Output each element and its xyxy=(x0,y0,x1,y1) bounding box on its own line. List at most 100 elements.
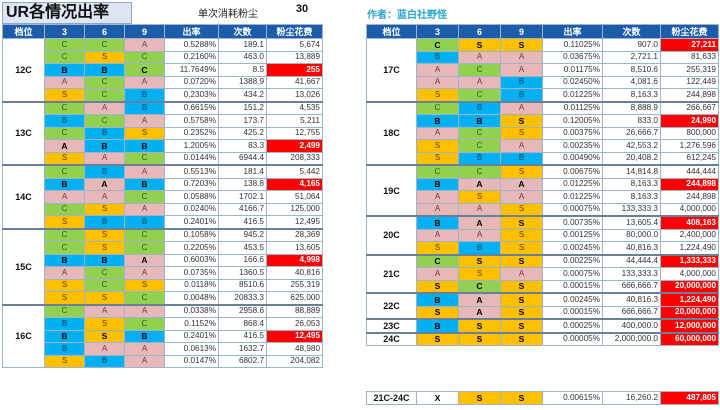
right-rate-table: 档位 3 6 9 出率 次数 粉尘花费 17C C S S 0.11025% 907.0 27,211 B… xyxy=(366,24,719,346)
table-row: 14C C B A 0.5513% 181.4 5,442 xyxy=(2,164,323,229)
right-table-header: 档位 3 6 9 出率 次数 粉尘花费 xyxy=(366,24,719,39)
grade-cell: B xyxy=(124,177,165,191)
rate-cell: 0.01225% xyxy=(542,190,603,204)
cost-cell: 13,605 xyxy=(266,241,323,255)
grade-cell: A xyxy=(416,267,459,281)
level-label: 17C xyxy=(366,38,417,102)
table-row: B B C 11.7649% 8.5 255 xyxy=(3,63,323,77)
level-label: 21C xyxy=(366,254,417,294)
cost-cell: 1,224,490 xyxy=(660,241,719,255)
grade-cell: A xyxy=(416,126,459,140)
column-header: 6 xyxy=(84,24,125,39)
column-header: 次数 xyxy=(602,24,661,39)
grade-cell: A xyxy=(500,50,543,64)
count-cell: 2,721.1 xyxy=(602,50,661,64)
grade-cell: A xyxy=(458,228,501,242)
cost-cell: 244,898 xyxy=(660,190,719,204)
grade-cell: S xyxy=(500,215,543,230)
cost-cell: 60,000,000 xyxy=(660,332,719,346)
summary-rate: 0.00615% xyxy=(542,391,603,405)
rate-cell: 0.2352% xyxy=(164,126,219,140)
cost-cell: 255 xyxy=(266,63,323,77)
grade-cell: C xyxy=(84,88,125,102)
grade-cell: C xyxy=(84,38,125,52)
rate-cell: 0.11025% xyxy=(542,38,603,52)
cost-cell: 244,898 xyxy=(660,177,719,191)
grade-cell: C xyxy=(458,126,501,140)
table-row: 15C C S C 0.1058% 945.2 28,369 xyxy=(2,228,323,305)
grade-cell: S xyxy=(416,139,459,153)
rate-cell: 0.0240% xyxy=(164,202,219,216)
grade-cell: S xyxy=(44,215,85,229)
count-cell: 1360.5 xyxy=(218,266,267,280)
rate-cell: 0.1058% xyxy=(164,228,219,242)
count-cell: 1388.9 xyxy=(218,75,267,89)
level-label: 16C xyxy=(2,304,45,368)
count-cell: 14,814.8 xyxy=(602,164,661,179)
grade-cell: C xyxy=(124,50,165,64)
grade-cell: A xyxy=(44,266,85,280)
table-row: B C A 0.5758% 173.7 5,211 xyxy=(3,114,323,128)
grade-cell: S xyxy=(458,332,501,346)
table-row: 21C C S S 0.00225% 44,444.4 1,333,333 xyxy=(366,254,719,294)
grade-cell: S xyxy=(44,291,85,305)
cost-cell: 24,990 xyxy=(660,114,719,128)
grade-cell: A xyxy=(458,215,501,230)
cost-cell: 204,082 xyxy=(266,354,323,368)
rate-cell: 0.00245% xyxy=(542,241,603,255)
cost-cell: 20,000,000 xyxy=(660,279,719,294)
grade-cell: B xyxy=(44,177,85,191)
table-row: A A C 0.0588% 1702.1 51,064 xyxy=(3,190,323,204)
grade-cell: A xyxy=(500,177,543,191)
count-cell: 416.5 xyxy=(218,215,267,229)
grade-cell: S xyxy=(44,278,85,292)
grade-cell: C xyxy=(44,38,85,52)
table-row: 12C C C A 0.5288% 189.1 5,674 xyxy=(2,38,323,102)
grade-cell: A xyxy=(458,75,501,89)
grade-cell: B xyxy=(416,292,459,307)
grade-cell: C xyxy=(416,254,459,268)
level-label: 15C xyxy=(2,228,45,305)
grade-cell: S xyxy=(416,241,459,255)
grade-cell: A xyxy=(416,75,459,89)
table-row: S S C 0.0048% 20833.3 625,000 xyxy=(3,291,323,305)
grade-cell: B xyxy=(84,139,125,153)
grade-cell: A xyxy=(500,139,543,153)
cost-cell: 1,276,596 xyxy=(660,139,719,153)
count-cell: 181.4 xyxy=(218,164,267,179)
cost-cell: 4,000,000 xyxy=(660,267,719,281)
count-cell: 425.2 xyxy=(218,126,267,140)
rate-cell: 0.5288% xyxy=(164,38,219,52)
grade-cell: B xyxy=(416,177,459,191)
table-row: A S A 0.00075% 133,333.3 4,000,000 xyxy=(367,267,719,281)
count-cell: 8,163.3 xyxy=(602,190,661,204)
grade-cell: C xyxy=(458,88,501,102)
cost-cell: 244,898 xyxy=(660,88,719,102)
count-cell: 83.3 xyxy=(218,139,267,153)
count-cell: 20,408.2 xyxy=(602,151,661,166)
grade-cell: S xyxy=(458,38,501,52)
grade-cell: S xyxy=(416,151,459,166)
count-cell: 80,000.0 xyxy=(602,228,661,242)
grade-cell: S xyxy=(124,278,165,292)
page-title: UR各情况出率 xyxy=(2,2,132,24)
cost-cell: 5,211 xyxy=(266,114,323,128)
cost-cell: 4,535 xyxy=(266,101,323,115)
grade-cell: B xyxy=(84,63,125,77)
cost-cell: 12,755 xyxy=(266,126,323,140)
level-label: 18C xyxy=(366,101,417,166)
grade-cell: S xyxy=(500,318,543,333)
rate-cell: 1.2005% xyxy=(164,139,219,153)
grade-cell: S xyxy=(500,332,543,346)
grade-cell: S xyxy=(500,292,543,307)
table-row: C S C 0.2160% 463.0 13,889 xyxy=(3,50,323,64)
grade-cell: A xyxy=(416,63,459,77)
grade-cell: C xyxy=(458,139,501,153)
table-row: C B S 0.2352% 425.2 12,755 xyxy=(3,126,323,140)
count-cell: 40,816.3 xyxy=(602,292,661,307)
rate-cell: 0.00075% xyxy=(542,267,603,281)
grade-cell: A xyxy=(44,139,85,153)
grade-cell: A xyxy=(84,177,125,191)
grade-cell: C xyxy=(458,63,501,77)
rate-cell: 0.2401% xyxy=(164,329,219,343)
